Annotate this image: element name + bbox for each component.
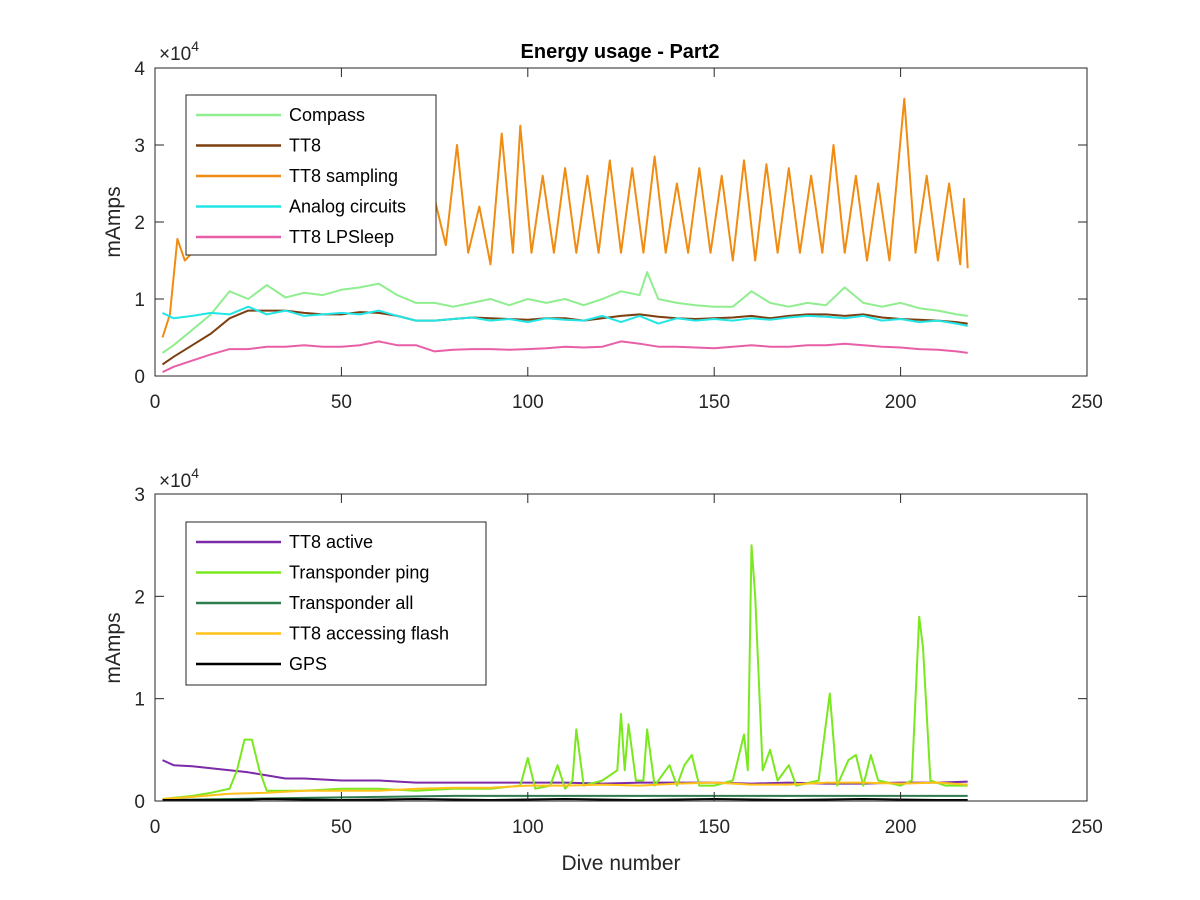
bottom-x-axis-label: Dive number xyxy=(561,852,680,875)
legend-entry: TT8 LPSleep xyxy=(289,227,394,247)
legend-entry: Transponder ping xyxy=(289,563,429,583)
top-series-lines xyxy=(161,97,969,374)
legend-entry: Transponder all xyxy=(289,593,413,613)
x-tick-label: 100 xyxy=(512,817,544,838)
series-line-compass xyxy=(161,271,968,354)
bottom-axis-ticks: 0 50 100 150 200 250 0 1 2 3 xyxy=(134,485,1102,838)
legend-entry: TT8 sampling xyxy=(289,166,398,186)
y-tick-label: 1 xyxy=(134,690,145,711)
x-tick-label: 150 xyxy=(698,817,730,838)
top-y-multiplier: ×104 xyxy=(159,38,199,65)
x-tick-label: 200 xyxy=(885,817,917,838)
series-line-transponder-all xyxy=(162,794,968,801)
legend-entry: GPS xyxy=(289,654,327,674)
series-line-transponder-ping xyxy=(162,544,968,800)
x-tick-label: 50 xyxy=(331,392,352,413)
y-tick-label: 2 xyxy=(134,213,145,234)
bottom-chart: 0 50 100 150 200 250 0 1 2 3 mAmps Dive number ×1… xyxy=(102,465,1103,875)
y-tick-label: 3 xyxy=(134,485,145,506)
x-tick-label: 0 xyxy=(150,392,161,413)
bottom-legend: TT8 active Transponder ping Transponder al… xyxy=(185,521,487,686)
bottom-y-multiplier: ×104 xyxy=(159,465,199,492)
y-tick-label: 3 xyxy=(134,136,145,157)
series-line-tt8-lpsleep xyxy=(162,340,968,374)
series-line-gps xyxy=(162,798,968,801)
x-tick-label: 250 xyxy=(1071,817,1103,838)
top-y-axis-label: mAmps xyxy=(102,186,125,257)
bottom-plot-frame xyxy=(154,493,1088,802)
series-line-analog-circuits xyxy=(162,305,968,327)
top-axis-ticks: 0 50 100 150 200 250 0 1 2 3 4 xyxy=(134,59,1102,413)
x-tick-label: 250 xyxy=(1071,392,1103,413)
top-chart: Energy usage - Part2 0 50 100 150 200 250 0 1 2 3… xyxy=(102,38,1103,413)
x-tick-label: 50 xyxy=(331,817,352,838)
series-line-tt8-accessing-flash xyxy=(162,781,968,800)
legend-entry: TT8 xyxy=(289,136,321,156)
bottom-y-axis-label: mAmps xyxy=(102,612,125,683)
y-tick-label: 1 xyxy=(134,290,145,311)
x-tick-label: 200 xyxy=(885,392,917,413)
legend-entry: TT8 accessing flash xyxy=(289,624,449,644)
y-tick-label: 0 xyxy=(134,792,145,813)
y-tick-label: 0 xyxy=(134,367,145,388)
y-tick-label: 2 xyxy=(134,587,145,608)
legend-entry: Compass xyxy=(289,105,365,125)
y-tick-label: 4 xyxy=(134,59,145,80)
top-legend: Compass TT8 TT8 sampling Analog circuits TT8… xyxy=(185,94,437,256)
bottom-series-lines xyxy=(162,544,968,801)
legend-entry: TT8 active xyxy=(289,532,373,552)
x-tick-label: 100 xyxy=(512,392,544,413)
x-tick-label: 150 xyxy=(698,392,730,413)
legend-entry: Analog circuits xyxy=(289,197,406,217)
x-tick-label: 0 xyxy=(150,817,161,838)
chart-title: Energy usage - Part2 xyxy=(521,41,720,63)
